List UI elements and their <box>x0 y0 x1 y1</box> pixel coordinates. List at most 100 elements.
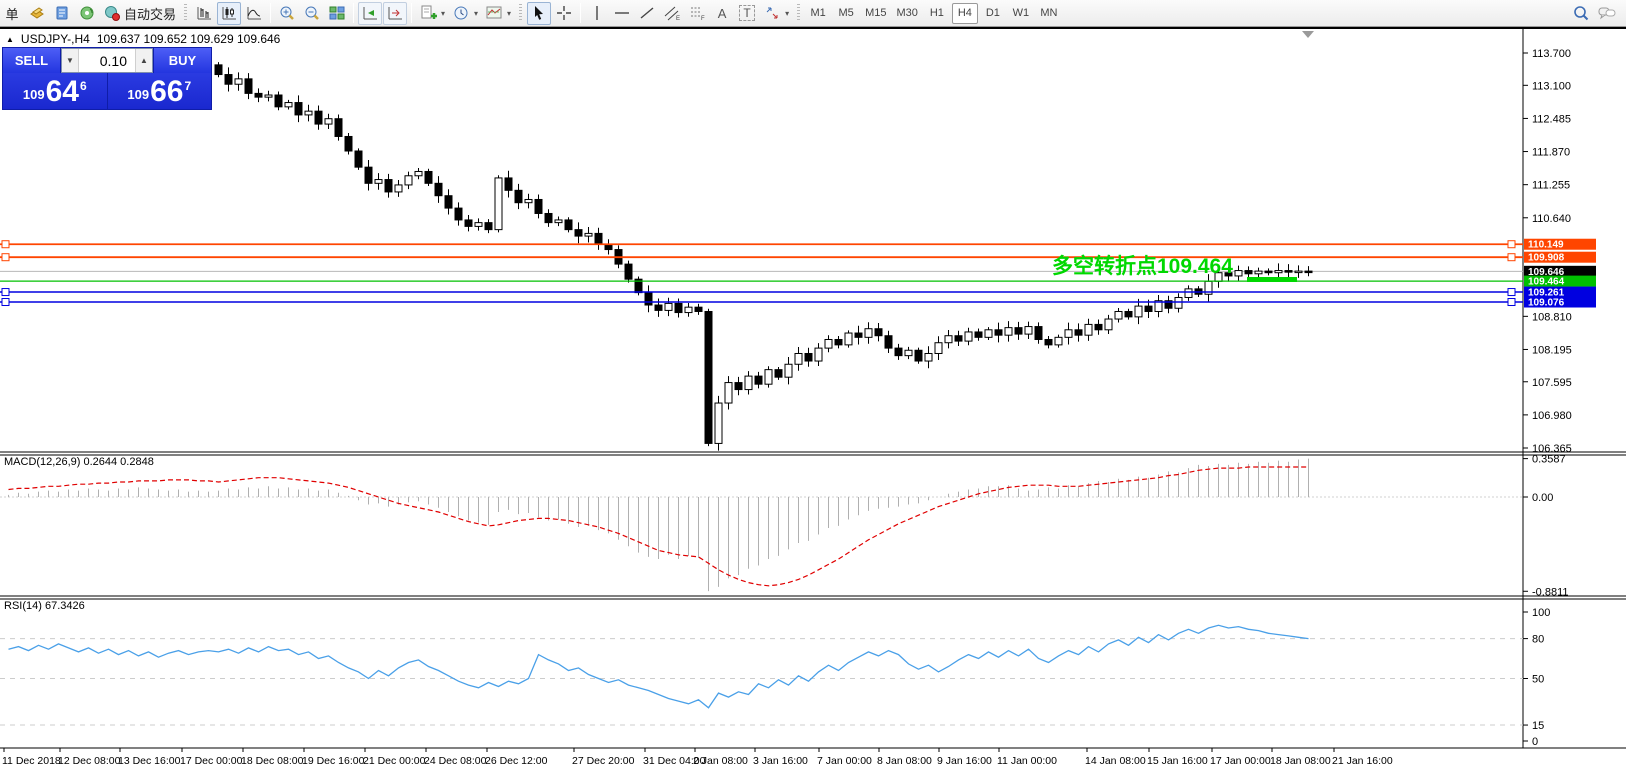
chat-button[interactable] <box>1594 2 1620 25</box>
auto-scroll-button[interactable] <box>358 1 383 25</box>
documents-button[interactable] <box>50 2 74 25</box>
vertical-line-tool-button[interactable] <box>585 2 609 25</box>
lot-increase-button[interactable]: ▲ <box>135 49 152 72</box>
templates-button[interactable]: ▾ <box>482 2 514 25</box>
trendline-tool-button[interactable] <box>635 2 659 25</box>
candle-down <box>1264 270 1273 274</box>
new-order-button-partial[interactable]: 单 <box>0 2 24 25</box>
tile-windows-button[interactable] <box>325 2 349 25</box>
line-chart-icon <box>247 7 262 20</box>
line-drag-handle[interactable] <box>1 253 10 262</box>
candle-down <box>1304 270 1313 274</box>
level-price-tag <box>1524 296 1596 308</box>
auto-scroll-icon <box>363 7 378 20</box>
toolbar-separator <box>411 3 413 23</box>
line-drag-handle[interactable] <box>1507 288 1516 297</box>
candle-down <box>244 78 253 94</box>
timeframe-d1-button[interactable]: D1 <box>985 7 1000 19</box>
candle-down <box>954 335 963 342</box>
signals-button[interactable] <box>75 2 99 25</box>
timeframe-m5-button[interactable]: M5 <box>838 7 854 19</box>
dropdown-caret-icon: ▾ <box>507 8 512 18</box>
chart-ohlc-values: 109.637 109.652 109.629 109.646 <box>96 32 281 46</box>
gold-cube-button[interactable] <box>25 2 49 25</box>
candle-down <box>974 331 983 338</box>
candle-up <box>1154 300 1163 312</box>
lot-decrease-button[interactable]: ▼ <box>62 49 79 72</box>
svg-text:F: F <box>701 16 705 22</box>
bar-chart-button[interactable] <box>192 2 216 25</box>
sell-button[interactable]: SELL <box>3 48 61 73</box>
sell-price[interactable]: 109 64 6 <box>3 73 107 109</box>
candle-down <box>894 347 903 357</box>
line-drag-handle[interactable] <box>1 240 10 249</box>
candle-up <box>984 329 993 338</box>
toolbar-gripper <box>184 4 188 22</box>
timeframe-m15-button[interactable]: M15 <box>865 7 887 19</box>
autotrading-button[interactable]: 自动交易 <box>100 2 179 25</box>
price-tick-label: 112.485 <box>1532 113 1571 125</box>
time-axis-label: 13 Dec 16:00 <box>118 755 181 767</box>
line-drag-handle[interactable] <box>1 298 10 307</box>
rsi-axis-label: 50 <box>1532 674 1544 686</box>
time-axis-label: 15 Jan 16:00 <box>1147 755 1208 767</box>
indicators-button[interactable]: ▾ <box>416 2 448 25</box>
equidistant-channel-tool-button[interactable]: E <box>660 2 684 25</box>
candle-up <box>1134 305 1143 318</box>
price-tick-label: 107.595 <box>1532 377 1572 389</box>
lot-size-input[interactable]: 0.10 <box>99 52 127 69</box>
pivot-annotation-text[interactable]: 多空转折点109.464 <box>1052 255 1233 278</box>
chart-shift-marker-icon[interactable] <box>1302 31 1314 38</box>
crosshair-tool-button[interactable] <box>552 2 576 25</box>
timeframe-w1-button[interactable]: W1 <box>1012 7 1030 19</box>
collapse-marker-icon[interactable]: ▲ <box>6 34 14 44</box>
arrows-tool-button[interactable]: ▾ <box>760 2 792 25</box>
buy-button[interactable]: BUY <box>153 48 211 73</box>
time-axis-label: 31 Dec 04:00 <box>643 755 706 767</box>
candle-down <box>874 328 883 337</box>
svg-text:E: E <box>676 16 680 22</box>
timeframe-h4-button[interactable]: H4 <box>951 2 978 24</box>
candle-down <box>694 306 703 312</box>
tile-windows-icon <box>329 6 345 20</box>
line-drag-handle[interactable] <box>1507 298 1516 307</box>
horizontal-line-tool-button[interactable] <box>610 2 634 25</box>
candle-up <box>324 118 333 125</box>
rsi-axis-label: 80 <box>1532 634 1544 646</box>
candle-down <box>294 102 303 116</box>
candle-down <box>384 179 393 193</box>
candle-up <box>1064 329 1073 338</box>
search-button[interactable] <box>1569 2 1593 25</box>
line-chart-button[interactable] <box>242 2 266 25</box>
text-tool-button[interactable]: A <box>710 2 734 25</box>
time-axis-label: 14 Jan 08:00 <box>1085 755 1146 767</box>
timeframe-m30-button[interactable]: M30 <box>896 7 918 19</box>
candle-down <box>624 263 633 280</box>
periods-button[interactable]: ▾ <box>449 2 481 25</box>
gold-cube-icon <box>30 7 44 19</box>
chart-shift-button[interactable] <box>383 1 408 25</box>
candle-down <box>854 332 863 338</box>
line-drag-handle[interactable] <box>1 288 10 297</box>
zoom-in-button[interactable] <box>275 2 299 25</box>
time-axis-label: 24 Dec 08:00 <box>424 755 487 767</box>
cursor-icon <box>535 6 544 20</box>
candle-down <box>364 166 373 184</box>
time-axis-label: 27 Dec 20:00 <box>572 755 635 767</box>
candlestick-chart-button[interactable] <box>217 1 242 25</box>
candle-up <box>724 382 733 404</box>
line-drag-handle[interactable] <box>1507 253 1516 262</box>
buy-price[interactable]: 109 66 7 <box>106 73 212 109</box>
line-drag-handle[interactable] <box>1507 240 1516 249</box>
timeframe-m1-button[interactable]: M1 <box>810 7 826 19</box>
cursor-tool-button[interactable] <box>527 1 552 25</box>
candle-up <box>794 352 803 365</box>
timeframe-mn-button[interactable]: MN <box>1040 7 1058 19</box>
zoom-out-button[interactable] <box>300 2 324 25</box>
fibonacci-tool-button[interactable]: F <box>685 2 709 25</box>
text-label-tool-button[interactable]: T <box>735 2 759 25</box>
pivot-annotation-underline[interactable] <box>1247 277 1297 282</box>
candle-down <box>314 110 323 125</box>
timeframe-h1-button[interactable]: H1 <box>929 7 944 19</box>
